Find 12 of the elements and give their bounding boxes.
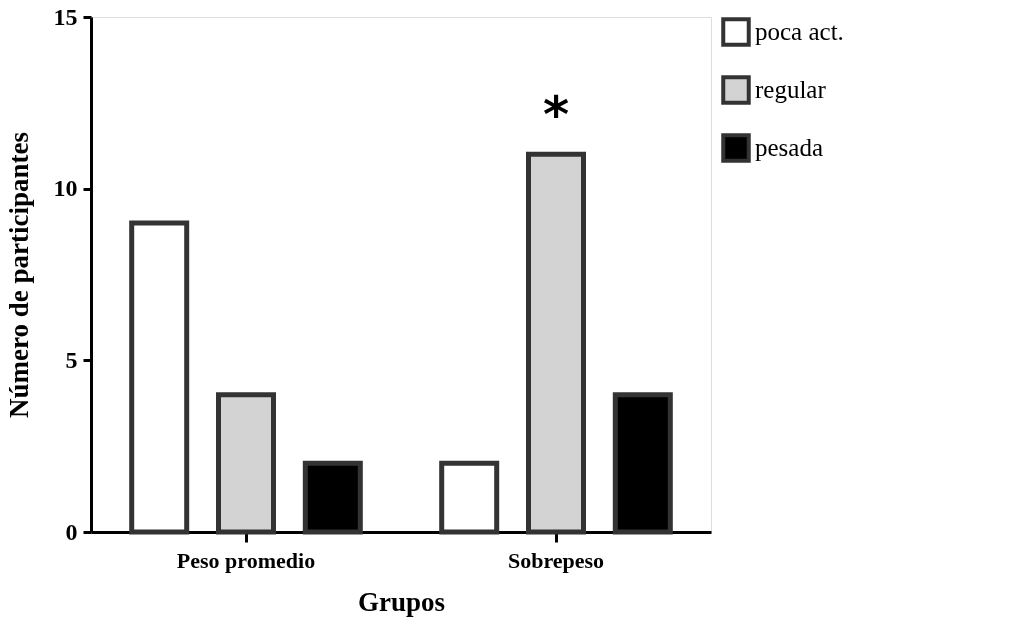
y-tick-label: 10: [53, 175, 78, 202]
y-tick-label: 5: [65, 346, 78, 373]
x-tick-label: Peso promedio: [176, 547, 316, 573]
y-axis-title: Número de participantes: [3, 132, 34, 418]
y-tick-label: 0: [65, 518, 78, 545]
y-tick-label: 15: [53, 3, 78, 30]
x-tick-label: Sobrepeso: [507, 547, 605, 573]
legend-label: regular: [755, 76, 827, 103]
legend-label: pesada: [755, 134, 824, 161]
x-axis-title: Grupos: [357, 586, 446, 617]
annotation: *: [542, 86, 570, 145]
legend-label: poca act.: [755, 18, 844, 45]
